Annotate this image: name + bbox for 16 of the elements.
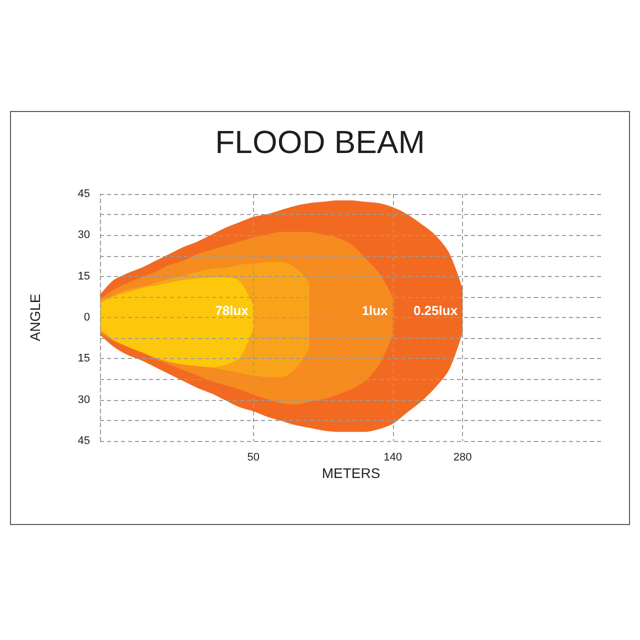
series-label: 0.25lux xyxy=(413,303,458,318)
y-tick-label: 0 xyxy=(84,312,90,324)
y-tick-label: 30 xyxy=(78,394,90,406)
x-tick-label: 140 xyxy=(384,452,402,464)
y-tick-label: 45 xyxy=(78,188,90,200)
series-label: 78lux xyxy=(215,303,250,318)
x-tick-label: 50 xyxy=(247,452,260,464)
y-tick-label: 45 xyxy=(78,435,90,447)
y-tick-label: 30 xyxy=(78,229,90,242)
y-tick-label: 15 xyxy=(78,352,90,365)
y-tick-label: 15 xyxy=(78,270,90,282)
series-label: 1lux xyxy=(362,303,389,318)
chart-title: FLOOD BEAM xyxy=(215,124,425,160)
x-tick-label: 280 xyxy=(453,452,472,464)
x-axis-title: METERS xyxy=(322,465,380,481)
y-axis-title: ANGLE xyxy=(27,294,43,342)
